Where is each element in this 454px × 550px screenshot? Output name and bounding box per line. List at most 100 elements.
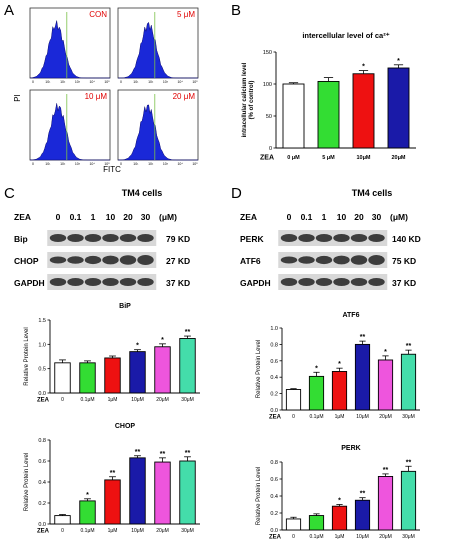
bar: [331, 371, 348, 411]
blot-unit-label: (μM): [390, 212, 408, 222]
bar: [377, 359, 394, 411]
blot-strip: [278, 274, 388, 290]
y-tick-label: 0.2: [38, 501, 46, 507]
blot-band: [333, 234, 350, 242]
bar: [308, 515, 325, 531]
significance-label: **: [135, 449, 141, 456]
y-tick-label: 0.0: [38, 522, 46, 528]
flow-histogram: 5 μM 0 10¹ 10² 10³ 10⁴ 10⁵: [117, 7, 199, 84]
y-tick-label: 0.4: [38, 480, 46, 486]
panel-letter-b: B: [231, 2, 241, 19]
significance-label: **: [185, 329, 191, 336]
x-prefix-label: ZEA: [269, 415, 282, 421]
blot-zea-label: ZEA: [14, 212, 31, 222]
chart-title: intercellular level of ca²⁺: [302, 31, 389, 40]
bar: [129, 457, 146, 525]
blot-band: [350, 278, 368, 286]
blot-dose-label: 20: [354, 212, 364, 222]
significance-label: **: [110, 470, 116, 477]
x-tick-label: 30μM: [181, 528, 194, 534]
blot-band: [67, 234, 84, 242]
flow-tick-label: 10⁴: [89, 162, 95, 166]
bar: [354, 343, 371, 411]
flow-tick-label: 10⁴: [177, 162, 183, 166]
blot-strip: [278, 230, 388, 246]
blot-strip: [47, 274, 157, 290]
flow-condition-label: 10 μM: [85, 92, 108, 101]
significance-label: *: [86, 492, 89, 499]
y-tick-label: 0.4: [270, 375, 278, 381]
flow-histogram-fill: [29, 20, 110, 79]
significance-label: **: [360, 491, 366, 498]
x-tick-label: 20μM: [156, 528, 169, 534]
flow-condition-label: CON: [89, 10, 107, 19]
significance-label: *: [338, 498, 341, 505]
blot-band: [137, 255, 154, 265]
flow-tick-label: 0: [32, 80, 34, 84]
bar: [331, 505, 348, 531]
x-prefix-label: ZEA: [37, 529, 50, 535]
blot-band: [102, 255, 119, 265]
bar: [285, 518, 302, 531]
blot-band: [84, 278, 102, 286]
significance-label: **: [160, 451, 166, 458]
y-axis-label: (% of control): [249, 81, 255, 120]
bar: [400, 353, 417, 411]
x-tick-label: 1μM: [108, 397, 118, 403]
blot-title: TM4 cells: [352, 188, 393, 198]
bar: [285, 389, 302, 411]
y-axis-label: intracellular calicium level: [242, 62, 248, 137]
blot-kd-label: 37 KD: [392, 278, 416, 288]
blot-dose-label: 20: [123, 212, 133, 222]
perk-chart: PERK 0.0 0.2 0.4 0.6 0.8 Relative Protein Leve…: [256, 445, 420, 541]
y-tick-label: 150: [263, 50, 272, 56]
flow-tick-label: 10³: [163, 80, 169, 84]
y-tick-label: 1.5: [38, 318, 46, 324]
x-tick-label: 0.1μM: [81, 528, 95, 534]
blot-band: [102, 234, 119, 242]
y-tick-label: 0.4: [270, 494, 278, 500]
significance-label: *: [384, 349, 387, 356]
bar: [400, 470, 417, 531]
x-tick-label: 10μM: [356, 414, 369, 420]
blot-band: [333, 278, 350, 286]
bar: [352, 73, 375, 149]
y-tick-label: 0.0: [270, 528, 278, 534]
calcium-chart: intercellular level of ca²⁺ 0 50 100 150 intr…: [242, 31, 416, 162]
bar: [308, 375, 325, 411]
flow-histogram: 20 μM 0 10¹ 10² 10³ 10⁴ 10⁵: [117, 89, 199, 166]
blot-kd-label: 79 KD: [166, 234, 190, 244]
bar: [104, 357, 121, 394]
blot-band: [280, 234, 298, 242]
blot-dose-label: 30: [372, 212, 382, 222]
western-blot-c: TM4 cells ZEA 0 0.1 1 10 20 30 (μM) Bip 79 KD CHOP 2…: [14, 188, 190, 290]
y-tick-label: 50: [266, 114, 272, 120]
blot-band: [119, 278, 137, 286]
blot-band: [350, 234, 368, 242]
x-prefix-label: ZEA: [260, 155, 274, 162]
y-tick-label: 0.2: [270, 392, 278, 398]
significance-label: *: [397, 58, 400, 65]
bar: [104, 479, 121, 525]
significance-label: **: [185, 450, 191, 457]
flow-tick-label: 10²: [60, 162, 66, 166]
x-tick-label: 0.1μM: [310, 414, 324, 420]
y-tick-label: 1.0: [270, 326, 278, 332]
bar: [354, 499, 371, 531]
y-tick-label: 0.6: [270, 359, 278, 365]
y-tick-label: 1.0: [38, 342, 46, 348]
blot-strip: [47, 230, 157, 246]
bar: [54, 515, 71, 525]
bar: [387, 67, 410, 149]
chart-title: BiP: [119, 303, 131, 310]
x-tick-label: 10μM: [131, 397, 144, 403]
blot-dose-label: 0: [56, 212, 61, 222]
blot-band: [368, 255, 385, 265]
flow-tick-label: 10³: [163, 162, 169, 166]
x-tick-label: 0.1μM: [310, 534, 324, 540]
bar: [154, 461, 171, 525]
flow-tick-label: 10⁵: [192, 162, 198, 166]
bar: [377, 476, 394, 531]
